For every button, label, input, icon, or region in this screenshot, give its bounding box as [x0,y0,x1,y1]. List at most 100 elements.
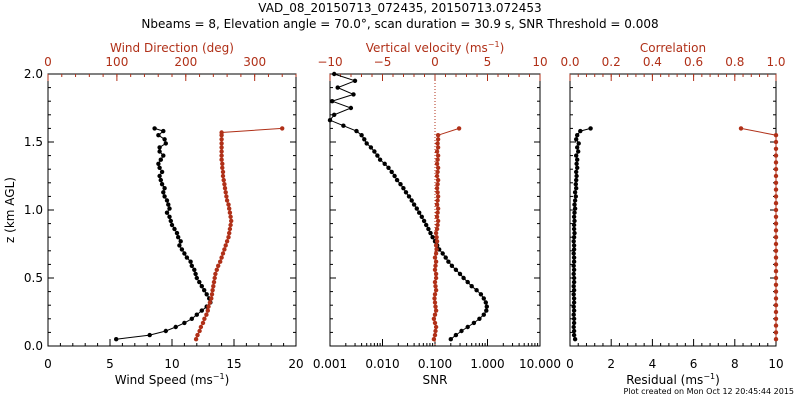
data-point-correlation-black [571,235,577,240]
data-point-correlation-black [571,259,577,264]
data-point-correlation-red [773,303,779,308]
data-point-wind-black [182,251,187,256]
data-point-wind-red [223,243,228,248]
data-point-wind-red [226,235,231,240]
data-point-vertical-black [421,218,427,224]
x-tick-label-bottom: 1.000 [470,357,504,371]
data-point-correlation-black [571,324,576,330]
data-point-vertical-black [414,206,419,211]
data-point-wind-red [219,137,224,142]
data-point-correlation-black [571,284,576,289]
data-point-wind-red [224,198,230,203]
data-point-wind-black [156,161,161,166]
data-point-correlation-red [773,133,779,138]
x-tick-label-bottom: 4 [649,357,657,371]
data-point-vertical-black [430,235,435,240]
x-tick-label-top: 5 [484,55,492,69]
data-point-vertical-red [432,312,438,317]
data-point-wind-red [222,247,227,252]
data-point-wind-red [214,267,219,272]
data-point-correlation-red [773,282,779,287]
data-point-correlation-red [773,309,779,315]
data-point-correlation-black [574,169,579,175]
data-point-wind-black [161,190,166,195]
x-tick-label-top: 0.8 [725,55,744,69]
data-point-correlation-red [773,330,779,335]
data-point-correlation-red [773,160,779,165]
data-point-correlation-red [738,126,744,131]
data-point-vertical-black [348,105,354,111]
data-point-wind-red [209,292,215,297]
data-point-correlation-black [571,312,576,317]
x-tick-label-top: 100 [105,55,128,69]
data-point-vertical-red [434,214,440,219]
data-point-wind-red [205,308,210,313]
x-tick-label-bottom: 10 [768,357,783,371]
data-point-wind-red [227,210,233,215]
data-point-vertical-black [362,137,367,142]
data-point-vertical-black [417,210,422,215]
data-point-correlation-black [574,137,579,142]
x-tick-label-bottom: 15 [226,357,241,371]
data-point-correlation-black [571,271,576,277]
data-point-vertical-red [434,186,440,191]
data-point-correlation-black [574,173,579,179]
data-point-correlation-red [773,337,779,342]
data-point-vertical-red [433,304,438,309]
data-point-correlation-black [572,206,578,211]
data-point-vertical-black [386,165,391,170]
data-point-wind-red [228,222,233,228]
plot-credit: Plot created on Mon Oct 12 20:45:44 2015 [623,387,794,396]
x-tick-label-bottom: 8 [731,357,739,371]
data-point-wind-black [176,235,181,240]
data-point-vertical-red [435,133,441,138]
x-tick-label-top: −10 [317,55,342,69]
data-point-vertical-black [483,300,488,305]
data-point-vertical-black [461,275,466,281]
data-point-wind-red [229,218,234,224]
data-point-correlation-black [575,133,580,138]
data-point-wind-red [227,230,232,236]
x-tick-label-top: 0 [431,55,439,69]
data-point-vertical-red [435,190,440,195]
data-point-correlation-red [773,214,779,219]
data-point-vertical-black [440,251,445,256]
data-point-vertical-black [354,128,359,134]
data-point-vertical-red [431,337,437,342]
data-point-wind-black [161,128,166,134]
data-point-vertical-black [457,271,463,277]
x-tick-label-bottom: 10 [164,357,179,371]
data-point-wind-black [156,133,161,138]
data-point-correlation-black [571,214,577,219]
x-tick-label-top: 0.6 [684,55,703,69]
data-point-correlation-red [773,180,779,185]
data-point-wind-black [193,271,198,277]
data-point-vertical-red [433,308,439,313]
data-point-correlation-black [571,247,577,252]
data-point-vertical-black [419,214,424,219]
x-axis-label-bottom: SNR [423,373,448,387]
data-point-vertical-black [459,328,464,334]
data-point-vertical-black [484,304,489,309]
data-point-wind-black [158,157,163,162]
data-point-correlation-black [571,222,577,228]
data-point-wind-red [197,328,202,334]
data-point-vertical-black [469,284,474,289]
data-point-correlation-black [571,279,577,285]
data-point-correlation-red [773,241,779,247]
data-point-vertical-red [435,157,440,162]
data-point-vertical-red [434,235,439,240]
data-point-vertical-black [341,123,346,128]
data-point-correlation-black [573,194,578,199]
data-point-wind-red [219,255,224,260]
x-tick-label-bottom: 5 [106,357,114,371]
data-point-vertical-black [409,198,414,203]
data-point-wind-black [152,126,157,131]
data-point-vertical-black [352,78,358,84]
x-tick-label-top: −5 [374,55,392,69]
data-point-wind-black [114,337,119,342]
data-point-correlation-black [571,267,577,272]
data-point-correlation-black [574,177,579,183]
data-point-wind-black [192,267,197,272]
data-point-wind-red [227,226,233,232]
